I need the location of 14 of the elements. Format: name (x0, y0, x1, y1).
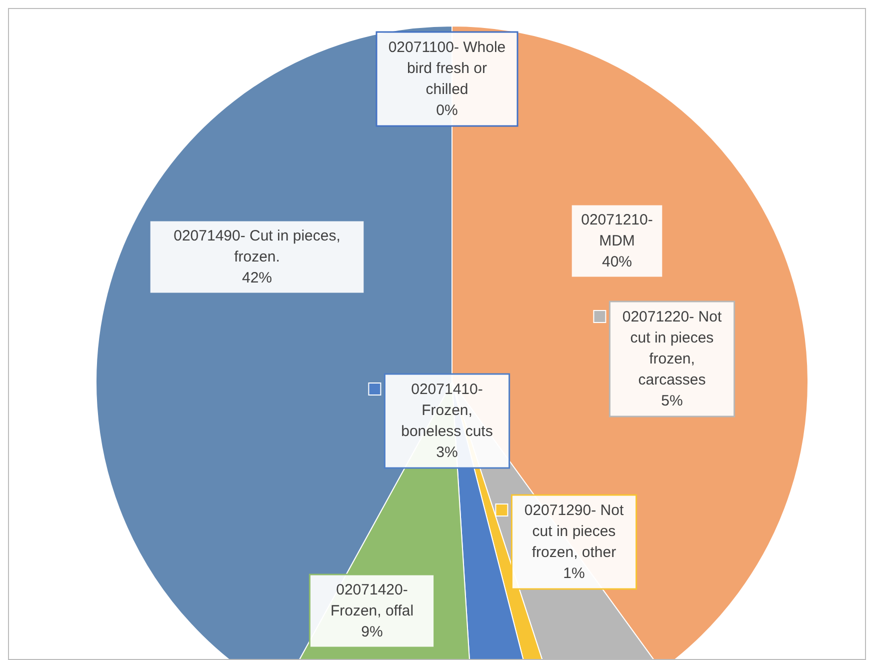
slice-label: 02071420- Frozen, offal (330, 582, 414, 620)
slice-label: 02071490- Cut in pieces, frozen. (174, 228, 340, 266)
data-label: 5% (661, 392, 683, 410)
data-label: 1% (563, 565, 585, 582)
data-label: 40% (602, 254, 632, 270)
legend-label: 02071220- Not cut in pieces frozen, carcasses (622, 308, 722, 388)
data-label: 3% (436, 444, 458, 461)
data-label: 42% (242, 270, 272, 286)
legend-label: 02071290- Not cut in pieces frozen, other (524, 502, 624, 561)
legend-label: 02071410- Frozen, boneless cuts (401, 381, 493, 440)
category-label: 02071100- Whole bird fresh or chilled (388, 39, 506, 98)
data-label: 9% (361, 624, 383, 640)
slice-label: 02071210- MDM (581, 212, 653, 250)
text: 0% (436, 102, 458, 119)
